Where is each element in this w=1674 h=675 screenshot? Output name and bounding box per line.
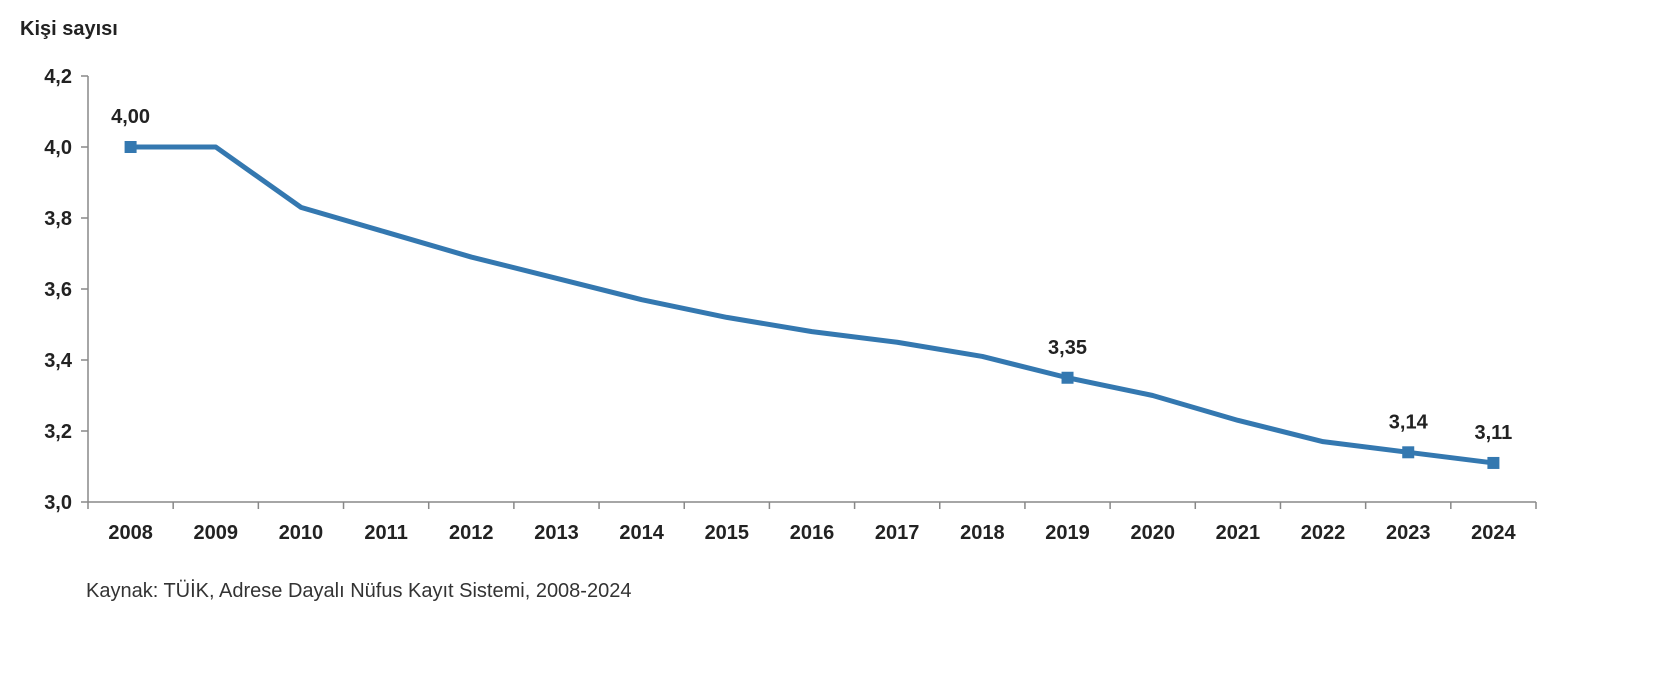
x-tick-label: 2010: [279, 522, 324, 544]
data-point-marker: [124, 141, 137, 153]
data-point-marker: [1061, 371, 1074, 384]
data-label: 3,11: [1474, 422, 1512, 444]
y-tick-label: 4,2: [44, 66, 72, 88]
y-axis-title: Kişi sayısı: [20, 18, 118, 40]
x-tick-label: 2014: [619, 522, 664, 544]
x-tick-label: 2016: [790, 522, 835, 544]
x-tick-label: 2019: [1045, 522, 1090, 544]
x-tick-label: 2017: [875, 522, 920, 544]
x-tick-label: 2015: [705, 522, 750, 544]
x-tick-label: 2011: [364, 522, 407, 544]
data-point-marker: [1402, 446, 1415, 459]
x-tick-label: 2023: [1386, 522, 1431, 544]
x-tick-label: 2018: [960, 522, 1005, 544]
x-tick-label: 2009: [194, 522, 239, 544]
y-tick-label: 3,2: [44, 421, 72, 443]
data-point-marker: [1487, 456, 1500, 469]
x-tick-label: 2013: [534, 522, 579, 544]
y-tick-label: 3,4: [44, 350, 73, 372]
data-label: 3,14: [1389, 411, 1429, 433]
data-label: 4,00: [111, 106, 150, 128]
x-tick-label: 2022: [1301, 522, 1346, 544]
y-tick-label: 4,0: [44, 137, 72, 159]
source-note: Kaynak: TÜİK, Adrese Dayalı Nüfus Kayıt …: [86, 580, 632, 602]
y-tick-label: 3,8: [44, 208, 72, 230]
y-tick-label: 3,0: [44, 492, 72, 514]
x-tick-label: 2021: [1216, 522, 1261, 544]
series-line: [130, 144, 1494, 466]
x-tick-label: 2012: [449, 522, 494, 544]
x-tick-label: 2024: [1471, 522, 1516, 544]
x-tick-label: 2020: [1130, 522, 1175, 544]
data-label: 3,35: [1048, 337, 1087, 359]
x-tick-label: 2008: [108, 522, 153, 544]
y-tick-label: 3,6: [44, 279, 72, 301]
